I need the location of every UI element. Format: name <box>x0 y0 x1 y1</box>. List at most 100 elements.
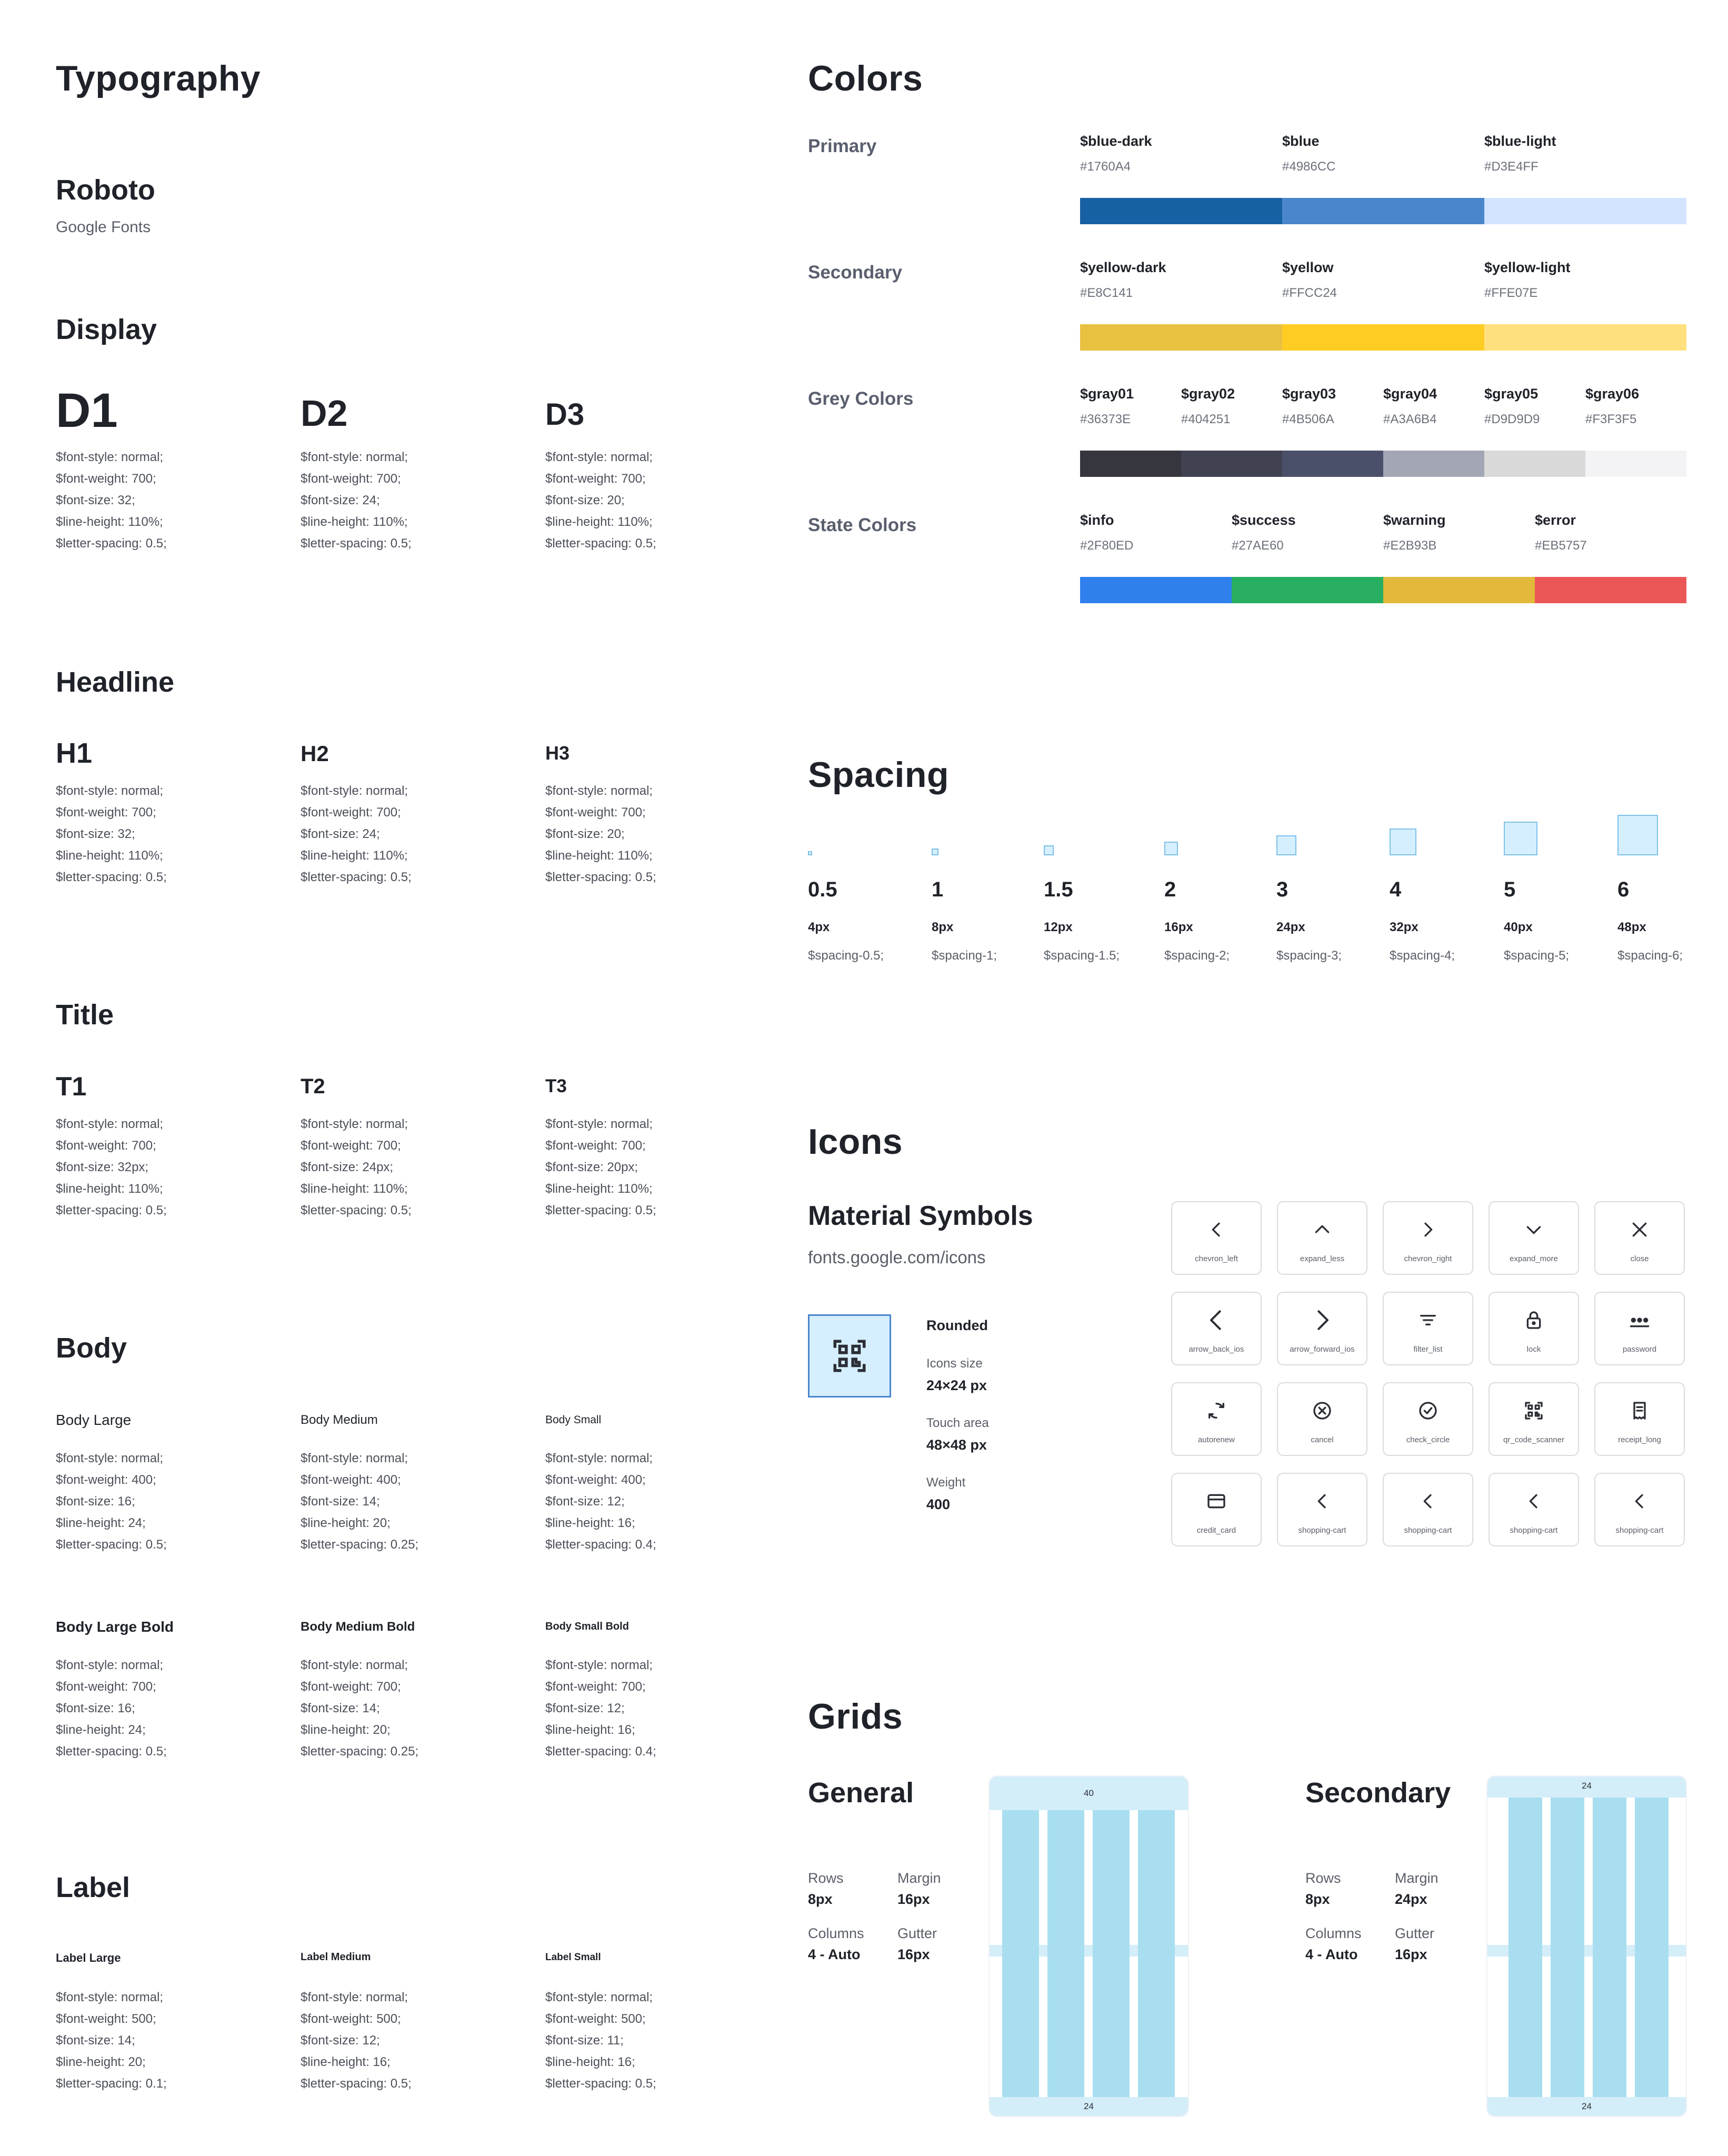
color-swatch-name: $gray06 <box>1585 386 1640 402</box>
t1-spec: $font-style: normal; $font-weight: 700; $f… <box>56 1117 167 1217</box>
headline-title: Headline <box>56 666 175 698</box>
secondary-columns-label: Columns <box>1305 1925 1362 1941</box>
icon-tile[interactable]: chevron_right <box>1383 1201 1473 1275</box>
color-swatch-name: $gray01 <box>1080 386 1134 402</box>
icon-tile[interactable]: credit_card <box>1171 1473 1262 1546</box>
spacing-px: 40px <box>1504 920 1533 934</box>
t2-label: T2 <box>301 1075 325 1098</box>
spacing-swatch <box>1164 842 1178 855</box>
general-columns-value: 4 - Auto <box>808 1947 861 1962</box>
icons-title: Icons <box>808 1122 903 1162</box>
icon-tile[interactable]: expand_more <box>1489 1201 1579 1275</box>
icon-tile[interactable]: expand_less <box>1277 1201 1367 1275</box>
icon-tile-caption: arrow_back_ios <box>1188 1345 1244 1354</box>
spacing-px: 48px <box>1617 920 1646 934</box>
icon-tile-caption: filter_list <box>1413 1345 1443 1354</box>
icon-tile[interactable]: chevron_left <box>1171 1201 1262 1275</box>
spacing-swatch <box>932 849 938 855</box>
icon-tile[interactable]: lock <box>1489 1292 1579 1365</box>
d1-label: D1 <box>56 384 118 437</box>
spacing-swatch <box>1276 835 1296 855</box>
spacing-variable: $spacing-1; <box>932 949 997 963</box>
icon-tile-caption: receipt_long <box>1618 1435 1661 1444</box>
icon-tile[interactable]: password <box>1594 1292 1685 1365</box>
label-small-spec: $font-style: normal; $font-weight: 500; $f… <box>545 1990 656 2091</box>
color-swatch <box>1484 198 1686 224</box>
icon-set-url[interactable]: fonts.google.com/icons <box>808 1247 986 1267</box>
color-swatch <box>1484 451 1585 477</box>
color-swatch <box>1181 451 1282 477</box>
icon-tile[interactable]: shopping-cart <box>1277 1473 1367 1546</box>
icon-style: Rounded <box>926 1317 988 1333</box>
icon-tile[interactable]: close <box>1594 1201 1685 1275</box>
spacing-px: 16px <box>1164 920 1193 934</box>
icon-tile[interactable]: receipt_long <box>1594 1382 1685 1456</box>
close-icon <box>1595 1214 1684 1243</box>
icon-tile[interactable]: arrow_back_ios <box>1171 1292 1262 1365</box>
icon-tile[interactable]: shopping-cart <box>1489 1473 1579 1546</box>
spacing-variable: $spacing-2; <box>1164 949 1230 963</box>
spacing-variable: $spacing-0.5; <box>808 949 884 963</box>
color-swatch-hex: #27AE60 <box>1232 538 1284 553</box>
filter-list-icon <box>1384 1304 1472 1334</box>
color-swatch <box>1080 324 1282 351</box>
icon-tile[interactable]: shopping-cart <box>1383 1473 1473 1546</box>
h2-label: H2 <box>301 741 329 766</box>
icon-tile[interactable]: arrow_forward_ios <box>1277 1292 1367 1365</box>
body-medium-label: Body Medium <box>301 1413 378 1427</box>
body-medium-bold-label: Body Medium Bold <box>301 1620 415 1634</box>
color-swatch-name: $blue-dark <box>1080 133 1152 149</box>
spacing-swatch <box>1044 845 1054 855</box>
t1-label: T1 <box>56 1072 87 1101</box>
label-large-spec: $font-style: normal; $font-weight: 500; $f… <box>56 1990 167 2091</box>
spacing-step: 3 <box>1276 878 1288 901</box>
spacing-step: 6 <box>1617 878 1630 901</box>
h1-spec: $font-style: normal; $font-weight: 700; $f… <box>56 784 167 884</box>
chevron-left-icon <box>1172 1214 1261 1243</box>
label-medium-spec: $font-style: normal; $font-weight: 500; $f… <box>301 1990 412 2091</box>
secondary-gutter-value: 16px <box>1395 1947 1427 1962</box>
spacing-title: Spacing <box>808 755 949 795</box>
chevron-left-icon <box>1278 1485 1366 1515</box>
qr-sample-frame <box>808 1314 891 1398</box>
h3-spec: $font-style: normal; $font-weight: 700; $f… <box>545 784 656 884</box>
spacing-px: 24px <box>1276 920 1305 934</box>
color-bar <box>1080 577 1686 603</box>
spacing-step: 5 <box>1504 878 1516 901</box>
icon-tile-caption: cancel <box>1311 1435 1334 1444</box>
h1-label: H1 <box>56 737 93 769</box>
icon-tile[interactable]: autorenew <box>1171 1382 1262 1456</box>
color-bar <box>1080 198 1686 224</box>
color-swatch-name: $success <box>1232 512 1296 528</box>
body-small-label: Body Small <box>545 1414 602 1426</box>
icon-tile[interactable]: filter_list <box>1383 1292 1473 1365</box>
t2-spec: $font-style: normal; $font-weight: 700; $f… <box>301 1117 412 1217</box>
touch-area-label: Touch area <box>926 1416 989 1430</box>
d3-label: D3 <box>545 397 585 432</box>
weight-value: 400 <box>926 1496 951 1512</box>
icon-tile[interactable]: qr_code_scanner <box>1489 1382 1579 1456</box>
icon-tile[interactable]: cancel <box>1277 1382 1367 1456</box>
color-swatch-name: $error <box>1535 512 1576 528</box>
spacing-step: 1.5 <box>1044 878 1073 901</box>
color-swatch-hex: #F3F3F5 <box>1585 412 1637 426</box>
color-swatch-hex: #2F80ED <box>1080 538 1134 553</box>
spacing-step: 2 <box>1164 878 1176 901</box>
check-circle-icon <box>1384 1395 1472 1424</box>
qr-code-scanner-icon <box>1490 1395 1578 1424</box>
secondary-margin-value: 24px <box>1395 1891 1427 1907</box>
secondary-margin-label: Margin <box>1395 1870 1439 1886</box>
icon-tile-caption: chevron_left <box>1195 1254 1238 1263</box>
body-large-bold-spec: $font-style: normal; $font-weight: 700; $f… <box>56 1658 167 1759</box>
color-swatch-hex: #404251 <box>1181 412 1231 426</box>
color-swatch <box>1383 451 1484 477</box>
body-title: Body <box>56 1332 127 1364</box>
color-swatch-hex: #E2B93B <box>1383 538 1437 553</box>
colors-title: Colors <box>808 58 923 98</box>
icon-tile[interactable]: shopping-cart <box>1594 1473 1685 1546</box>
spacing-variable: $spacing-6; <box>1617 949 1683 963</box>
icon-tile[interactable]: check_circle <box>1383 1382 1473 1456</box>
icon-tile-caption: check_circle <box>1406 1435 1450 1444</box>
arrow-forward-ios-icon <box>1278 1304 1366 1334</box>
label-medium-label: Label Medium <box>301 1951 371 1963</box>
